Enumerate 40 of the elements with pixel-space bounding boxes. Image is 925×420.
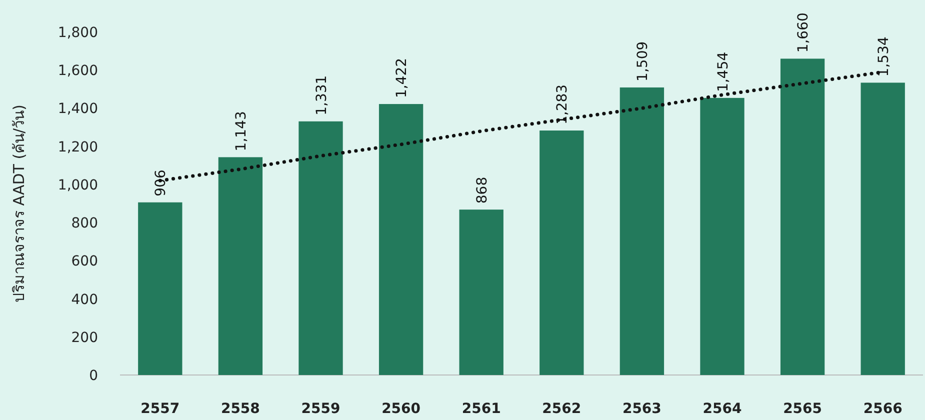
y-tick-label: 1,600 (58, 63, 98, 80)
x-tick-label: 2564 (702, 401, 742, 417)
x-tick-label: 2559 (301, 401, 340, 417)
bar (138, 202, 182, 375)
data-label: 1,331 (314, 75, 330, 116)
y-tick-label: 200 (71, 330, 98, 346)
x-tick-label: 2565 (783, 401, 822, 417)
y-tick-label: 1,400 (58, 101, 98, 118)
bar (459, 210, 504, 375)
data-label: 1,143 (233, 111, 250, 152)
x-tick-label: 2560 (382, 401, 421, 417)
x-tick-label: 2561 (462, 401, 501, 417)
data-label: 1,534 (876, 36, 892, 77)
data-label: 868 (474, 176, 490, 204)
data-label: 1,509 (634, 41, 651, 82)
x-tick-label: 2558 (220, 401, 260, 417)
y-tick-label: 1,200 (58, 139, 98, 156)
data-label: 906 (153, 170, 170, 196)
x-tick-label: 2563 (622, 401, 662, 417)
data-label: 1,422 (394, 58, 410, 98)
y-tick-label: 1,000 (58, 177, 98, 194)
bar (700, 98, 744, 375)
bar (378, 104, 424, 375)
data-label: 1,454 (715, 52, 732, 92)
y-tick-label: 1,800 (58, 25, 98, 41)
y-tick-label: 600 (71, 254, 98, 270)
x-tick-label: 2562 (542, 401, 582, 417)
bar (540, 130, 584, 375)
data-label: 1,660 (796, 12, 812, 53)
bar (860, 82, 905, 375)
y-tick-label: 0 (89, 368, 98, 384)
x-tick-label: 2566 (863, 401, 902, 417)
bar (780, 58, 825, 375)
y-tick-label: 400 (71, 292, 98, 308)
bar (620, 87, 664, 375)
bar (218, 157, 263, 375)
y-axis-title: ปริมาณจราจร AADT (คัน/วัน) (10, 104, 28, 302)
x-tick-label: 2557 (140, 401, 180, 417)
bar (298, 121, 343, 375)
y-tick-label: 800 (71, 216, 98, 232)
